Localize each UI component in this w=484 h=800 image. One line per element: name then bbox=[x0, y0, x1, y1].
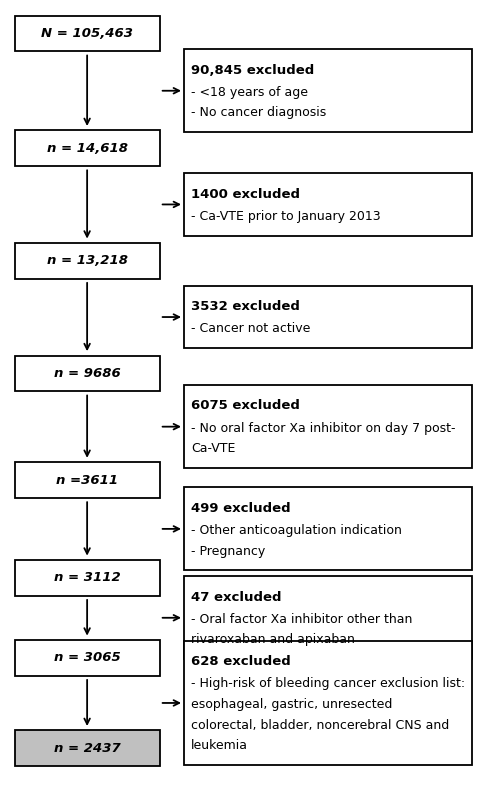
Text: - No cancer diagnosis: - No cancer diagnosis bbox=[191, 106, 326, 119]
FancyBboxPatch shape bbox=[184, 385, 472, 468]
Text: Ca-VTE: Ca-VTE bbox=[191, 442, 236, 455]
FancyBboxPatch shape bbox=[15, 730, 160, 766]
FancyBboxPatch shape bbox=[15, 355, 160, 391]
Text: 3532 excluded: 3532 excluded bbox=[191, 300, 300, 313]
FancyBboxPatch shape bbox=[15, 243, 160, 278]
Text: N = 105,463: N = 105,463 bbox=[41, 27, 133, 40]
FancyBboxPatch shape bbox=[184, 641, 472, 765]
Text: - No oral factor Xa inhibitor on day 7 post-: - No oral factor Xa inhibitor on day 7 p… bbox=[191, 422, 455, 434]
Text: - Pregnancy: - Pregnancy bbox=[191, 545, 265, 558]
Text: - Cancer not active: - Cancer not active bbox=[191, 322, 311, 335]
Text: - <18 years of age: - <18 years of age bbox=[191, 86, 308, 98]
Text: n = 2437: n = 2437 bbox=[54, 742, 121, 754]
FancyBboxPatch shape bbox=[15, 640, 160, 675]
Text: 499 excluded: 499 excluded bbox=[191, 502, 291, 514]
FancyBboxPatch shape bbox=[184, 50, 472, 132]
FancyBboxPatch shape bbox=[15, 15, 160, 51]
Text: esophageal, gastric, unresected: esophageal, gastric, unresected bbox=[191, 698, 393, 711]
Text: 90,845 excluded: 90,845 excluded bbox=[191, 63, 315, 77]
Text: colorectal, bladder, noncerebral CNS and: colorectal, bladder, noncerebral CNS and bbox=[191, 718, 450, 732]
Text: rivaroxaban and apixaban: rivaroxaban and apixaban bbox=[191, 634, 355, 646]
FancyBboxPatch shape bbox=[15, 130, 160, 166]
Text: 6075 excluded: 6075 excluded bbox=[191, 399, 300, 413]
Text: n = 3065: n = 3065 bbox=[54, 651, 121, 664]
Text: n = 13,218: n = 13,218 bbox=[46, 254, 128, 267]
FancyBboxPatch shape bbox=[184, 576, 472, 659]
Text: n = 9686: n = 9686 bbox=[54, 367, 121, 380]
Text: n = 14,618: n = 14,618 bbox=[46, 142, 128, 154]
Text: n = 3112: n = 3112 bbox=[54, 571, 121, 584]
Text: 628 excluded: 628 excluded bbox=[191, 655, 291, 668]
Text: 1400 excluded: 1400 excluded bbox=[191, 187, 300, 201]
Text: n =3611: n =3611 bbox=[56, 474, 118, 486]
Text: 47 excluded: 47 excluded bbox=[191, 590, 282, 603]
FancyBboxPatch shape bbox=[15, 462, 160, 498]
Text: - Ca-VTE prior to January 2013: - Ca-VTE prior to January 2013 bbox=[191, 210, 381, 222]
Text: leukemia: leukemia bbox=[191, 739, 248, 753]
Text: - Other anticoagulation indication: - Other anticoagulation indication bbox=[191, 524, 402, 537]
FancyBboxPatch shape bbox=[184, 286, 472, 348]
FancyBboxPatch shape bbox=[15, 560, 160, 595]
Text: - High-risk of bleeding cancer exclusion list:: - High-risk of bleeding cancer exclusion… bbox=[191, 678, 465, 690]
FancyBboxPatch shape bbox=[184, 174, 472, 235]
Text: - Oral factor Xa inhibitor other than: - Oral factor Xa inhibitor other than bbox=[191, 613, 412, 626]
FancyBboxPatch shape bbox=[184, 487, 472, 570]
